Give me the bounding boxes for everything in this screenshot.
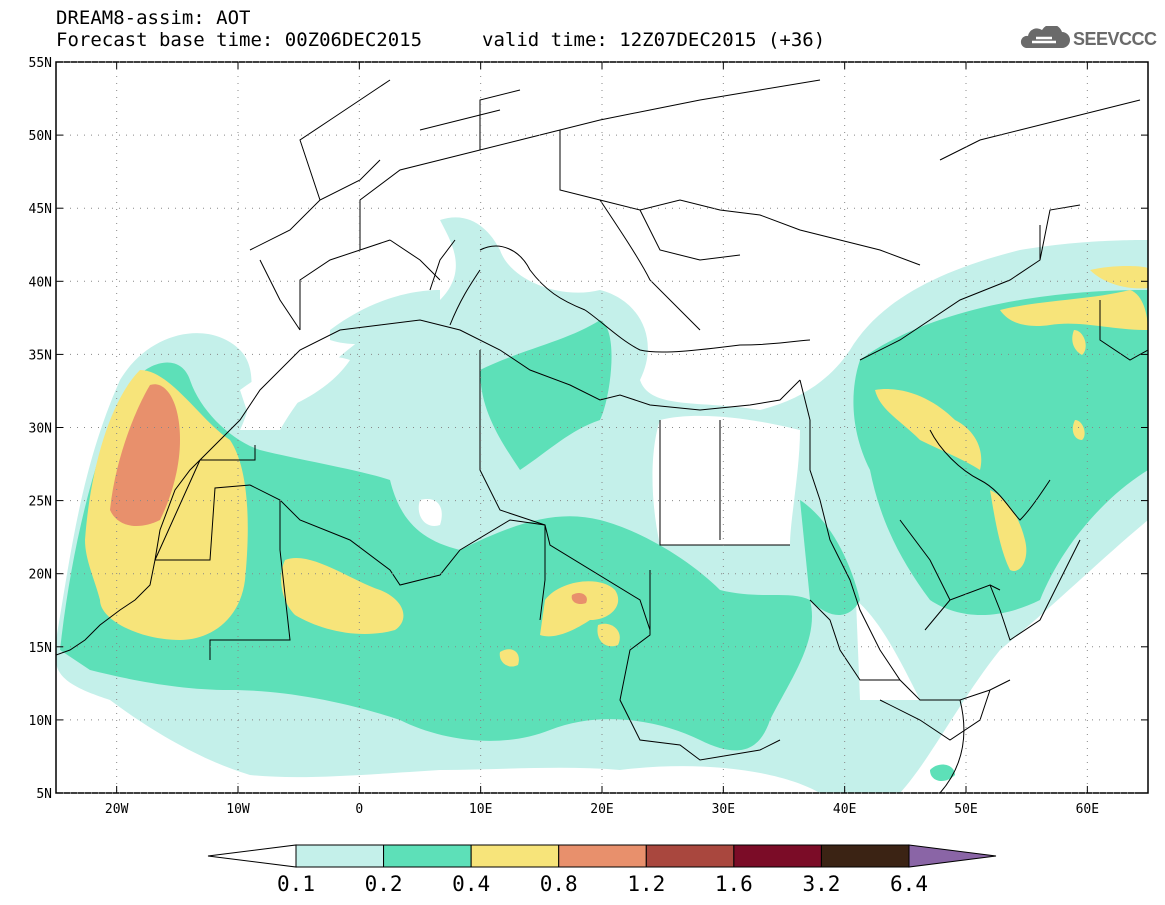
lon-label: 60E: [1076, 802, 1099, 817]
cloud-icon: [1020, 26, 1070, 48]
lon-label: 20W: [105, 802, 129, 817]
colorbar-label: 1.6: [714, 872, 753, 896]
lat-label: 35N: [29, 348, 52, 363]
colorbar-segment: [470, 844, 560, 868]
lon-label: 10W: [226, 802, 250, 817]
colorbar-label: 0.4: [452, 872, 491, 896]
valid-time: valid time: 12Z07DEC2015 (+36): [482, 29, 826, 51]
colorbar-segment: [295, 844, 385, 868]
colorbar-segment: [645, 844, 735, 868]
lon-label: 20E: [590, 802, 613, 817]
colorbar-segment: [733, 844, 822, 868]
colorbar-label: 1.2: [627, 872, 666, 896]
lat-label: 50N: [29, 129, 52, 144]
colorbar-label: 6.4: [890, 872, 928, 896]
lon-label: 10E: [469, 802, 492, 817]
colorbar-label: 0.1: [277, 872, 315, 896]
lat-label: 25N: [29, 495, 52, 510]
colorbar-label: 3.2: [802, 872, 841, 896]
lon-label: 50E: [954, 802, 977, 817]
lon-label: 40E: [833, 802, 856, 817]
colorbar-label: 0.2: [364, 872, 403, 896]
colorbar-segment: [820, 844, 910, 868]
lat-label: 15N: [29, 641, 52, 656]
lon-label: 30E: [712, 802, 735, 817]
lat-label: 45N: [29, 202, 52, 217]
lat-label: 20N: [29, 568, 52, 583]
colorbar: [207, 844, 997, 868]
colorbar-lower-arrow: [207, 844, 297, 868]
aot-band-0.8-1.2: [110, 384, 587, 605]
map-title: DREAM8-assim: AOT: [56, 7, 251, 29]
seevccc-logo: SEEVCCC: [1018, 24, 1157, 54]
colorbar-label: 0.8: [539, 872, 578, 896]
forecast-base-time: Forecast base time: 00Z06DEC2015: [56, 29, 423, 51]
lat-label: 10N: [29, 714, 52, 729]
colorbar-upper-arrow: [908, 844, 997, 868]
lon-label: 0: [355, 802, 363, 817]
colorbar-segment: [383, 844, 472, 868]
lat-label: 5N: [36, 787, 52, 802]
colorbar-segment: [558, 844, 647, 868]
lat-label: 40N: [29, 275, 52, 290]
lat-label: 30N: [29, 422, 52, 437]
logo-text: SEEVCCC: [1073, 28, 1157, 49]
axis-ticks: 20W 10W 0 10E 20E 30E 40E 50E 60E 55N 50N 45N 40N 35N…: [29, 56, 1148, 817]
lat-label: 55N: [29, 56, 52, 71]
